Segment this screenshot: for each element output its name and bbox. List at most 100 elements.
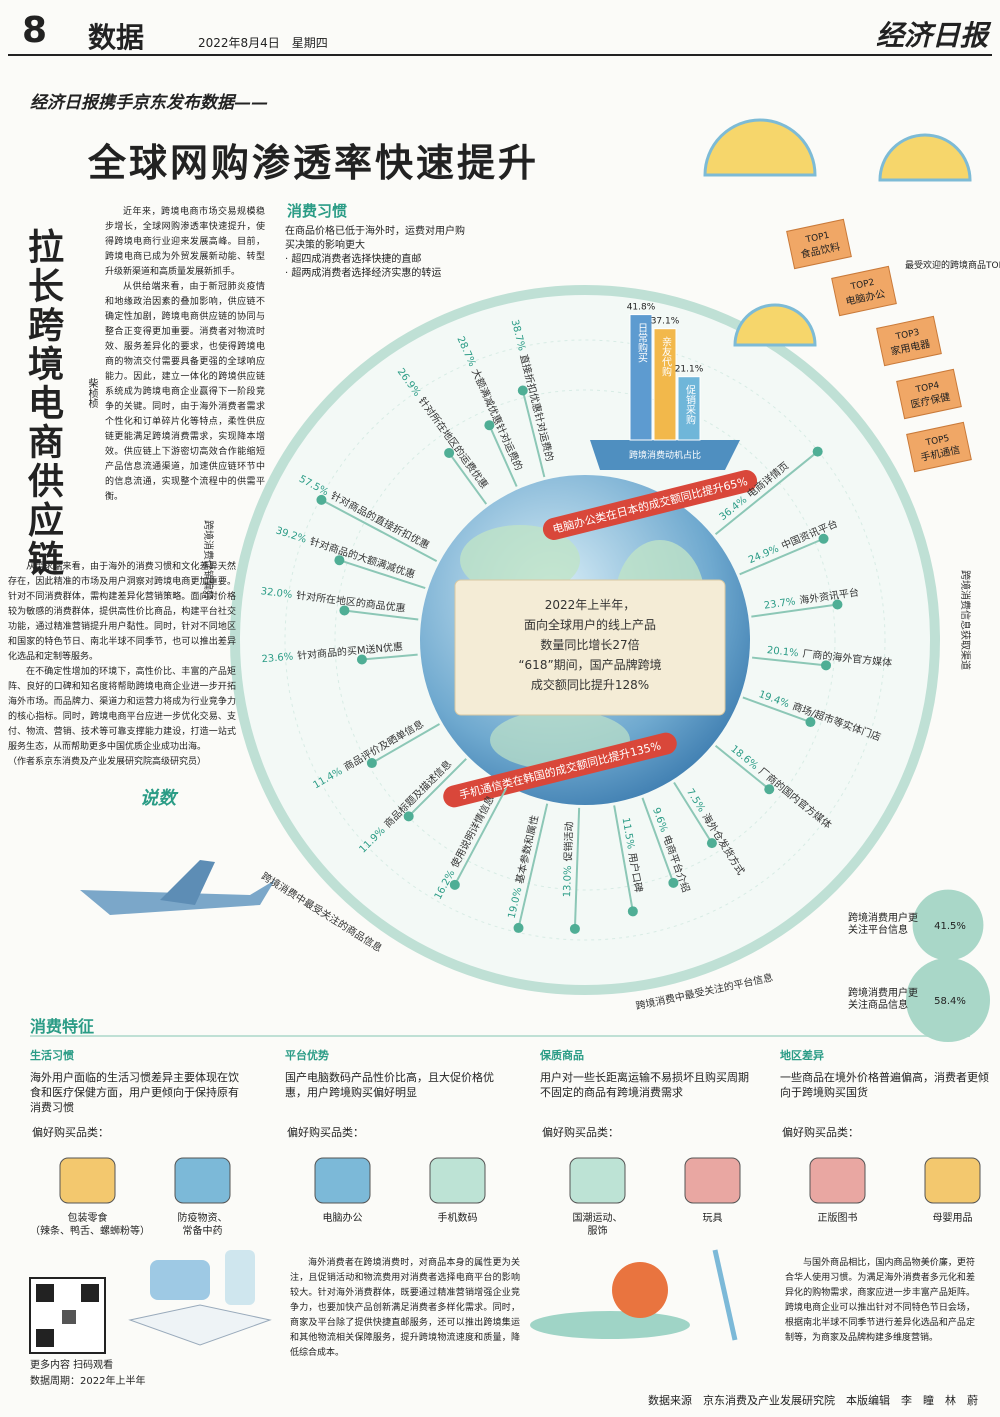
banner-line: 2022年上半年， xyxy=(544,598,636,612)
paragraph: 从需求端来看，由于海外的消费习惯和文化差异天然存在，因此精准的市场及用户洞察对跨… xyxy=(8,562,236,662)
value-label: 41.8% xyxy=(627,303,656,313)
spoke xyxy=(517,803,549,929)
product-box xyxy=(876,315,942,367)
arc-band-shape xyxy=(542,470,758,540)
item-label: 防疫物资、 常备中药 xyxy=(177,1213,228,1237)
basketball xyxy=(612,1262,668,1318)
item-icon xyxy=(809,1157,866,1204)
spoke-dot xyxy=(366,758,377,769)
spoke-dot xyxy=(818,533,829,544)
qr-caption: 更多内容 扫码观看 xyxy=(30,1360,114,1371)
qr-finder xyxy=(81,1284,99,1302)
spoke-dot xyxy=(706,838,717,849)
item-label: 国潮运动、 服饰 xyxy=(572,1213,623,1237)
value-label: 32.0% xyxy=(260,586,293,601)
page-number: 8 xyxy=(22,10,48,51)
section-heading: 消费特征 xyxy=(30,1017,95,1036)
item-icon xyxy=(174,1157,231,1204)
scooter xyxy=(712,1249,738,1341)
item-label: 包装零食 （辣条、鸭舌、螺蛳粉等） xyxy=(30,1213,150,1237)
product-box xyxy=(896,368,962,420)
category-label: 促销活动 xyxy=(561,821,575,861)
spoke-dot xyxy=(569,923,580,934)
feature-title: 地区差异 xyxy=(780,1049,824,1062)
value-label: 23.6% xyxy=(261,652,294,666)
airplane-wing xyxy=(160,860,215,905)
spoke-dot xyxy=(444,447,455,458)
item-icon xyxy=(684,1157,741,1204)
spoke xyxy=(453,787,508,886)
spoke xyxy=(573,807,581,929)
spoke-dot xyxy=(403,811,414,822)
paragraph: 从供给端来看，由于新冠肺炎疫情和地缘政治因素的叠加影响，供应链不确定性加剧，跨境… xyxy=(105,282,265,502)
spoke xyxy=(751,656,827,667)
spoke-dot xyxy=(805,717,816,728)
motive-bar xyxy=(653,328,677,441)
article-column: 近年来，跨境电商市场交易规模稳步增长，全球网购渗透率快速提升，使得跨境电商行业迎… xyxy=(105,205,265,505)
feature-text: 一些商品在境外价格普遍偏高，消费者更倾向于跨境购买国货 xyxy=(780,1071,989,1099)
spoke xyxy=(613,805,634,912)
article-title: 拉长跨境电商供应链 xyxy=(22,228,63,579)
value-label: 37.1% xyxy=(651,317,680,327)
feature-pref: 偏好购买品类： xyxy=(32,1126,109,1139)
data-period: 数据周期：2022年上半年 xyxy=(30,1376,146,1387)
spoke-dot xyxy=(339,605,350,616)
book xyxy=(128,1304,272,1346)
value-label: 58.4% xyxy=(934,996,966,1007)
habits-point: · 超两成消费者选择经济实惠的转运 xyxy=(285,268,442,279)
spoke-dot xyxy=(484,420,495,431)
mask xyxy=(150,1260,210,1300)
spoke xyxy=(339,559,426,590)
tag: 说数 xyxy=(140,788,176,809)
paragraph: 近年来，跨境电商市场交易规模稳步增长，全球网购渗透率快速提升，使得跨境电商行业迎… xyxy=(105,207,265,277)
bottom-column: 与国外商品相比，国内商品物美价廉，更符合华人使用习惯。为满足海外消费者多元化和差… xyxy=(785,1256,975,1346)
inner-ring xyxy=(284,339,886,941)
banner-text: 2022年上半年， 面向全球用户的线上产品 数量同比增长27倍 “618”期间，… xyxy=(455,595,725,695)
value-label: 21.1% xyxy=(675,365,704,375)
habits-text: 在商品价格已低于海外时，运费对用户购买决策的影响更大 · 超四成消费者选择快捷的… xyxy=(285,225,465,281)
bottom-column: 海外消费者在跨境消费时，对商品本身的属性更为关注，且促销活动和物流费用对消费者选… xyxy=(290,1256,520,1361)
item-icon xyxy=(569,1157,626,1204)
spoke xyxy=(521,390,546,478)
cup xyxy=(225,1250,255,1305)
feature-text: 用户对一些长距离运输不易损坏且购买周期不固定的商品有跨境消费需求 xyxy=(540,1071,749,1099)
category-label: 促销采购 xyxy=(684,384,696,426)
banner-line: “618”期间，国产品牌跨境 xyxy=(518,658,662,672)
spoke xyxy=(641,797,675,884)
parachute xyxy=(878,133,972,182)
spoke xyxy=(488,424,518,487)
spoke xyxy=(714,744,770,790)
kicker: 经济日报携手京东发布数据—— xyxy=(30,93,268,113)
banner-line: 成交额同比提升128% xyxy=(530,678,650,692)
spoke-dot xyxy=(449,879,460,890)
item-label: 母婴用品 xyxy=(932,1213,973,1224)
spoke-dot xyxy=(356,654,367,665)
banner-line: 面向全球用户的线上产品 xyxy=(523,618,656,632)
arc-band xyxy=(542,470,758,540)
item-icon xyxy=(59,1157,116,1204)
product-box xyxy=(786,218,852,270)
arc-band xyxy=(443,732,677,808)
item-label: 电脑办公 xyxy=(322,1213,363,1224)
headline: 全球网购渗透率快速提升 xyxy=(88,141,540,185)
feature-title: 平台优势 xyxy=(285,1049,329,1062)
issue-date: 2022年8月4日 星期四 xyxy=(198,36,328,50)
spoke-dot xyxy=(627,906,638,917)
item-label: 手机数码 xyxy=(437,1213,478,1224)
spoke xyxy=(673,781,713,844)
banner-line: 数量同比增长27倍 xyxy=(540,638,640,652)
parachute xyxy=(733,303,817,347)
feature-pref: 偏好购买品类： xyxy=(287,1126,364,1139)
feature-pref: 偏好购买品类： xyxy=(782,1126,859,1139)
spoke xyxy=(448,452,488,505)
feature-pref: 偏好购买品类： xyxy=(542,1126,619,1139)
spoke xyxy=(361,653,418,661)
spoke xyxy=(344,609,419,621)
skateboard xyxy=(530,1311,690,1339)
section-name: 数据 xyxy=(88,21,145,54)
masthead: 经济日报 xyxy=(875,19,988,52)
spoke-dot xyxy=(812,446,823,457)
share-label: 跨境消费用户更关注平台信息 xyxy=(848,913,918,936)
spoke-dot xyxy=(316,494,327,505)
spoke-dot xyxy=(334,555,345,566)
